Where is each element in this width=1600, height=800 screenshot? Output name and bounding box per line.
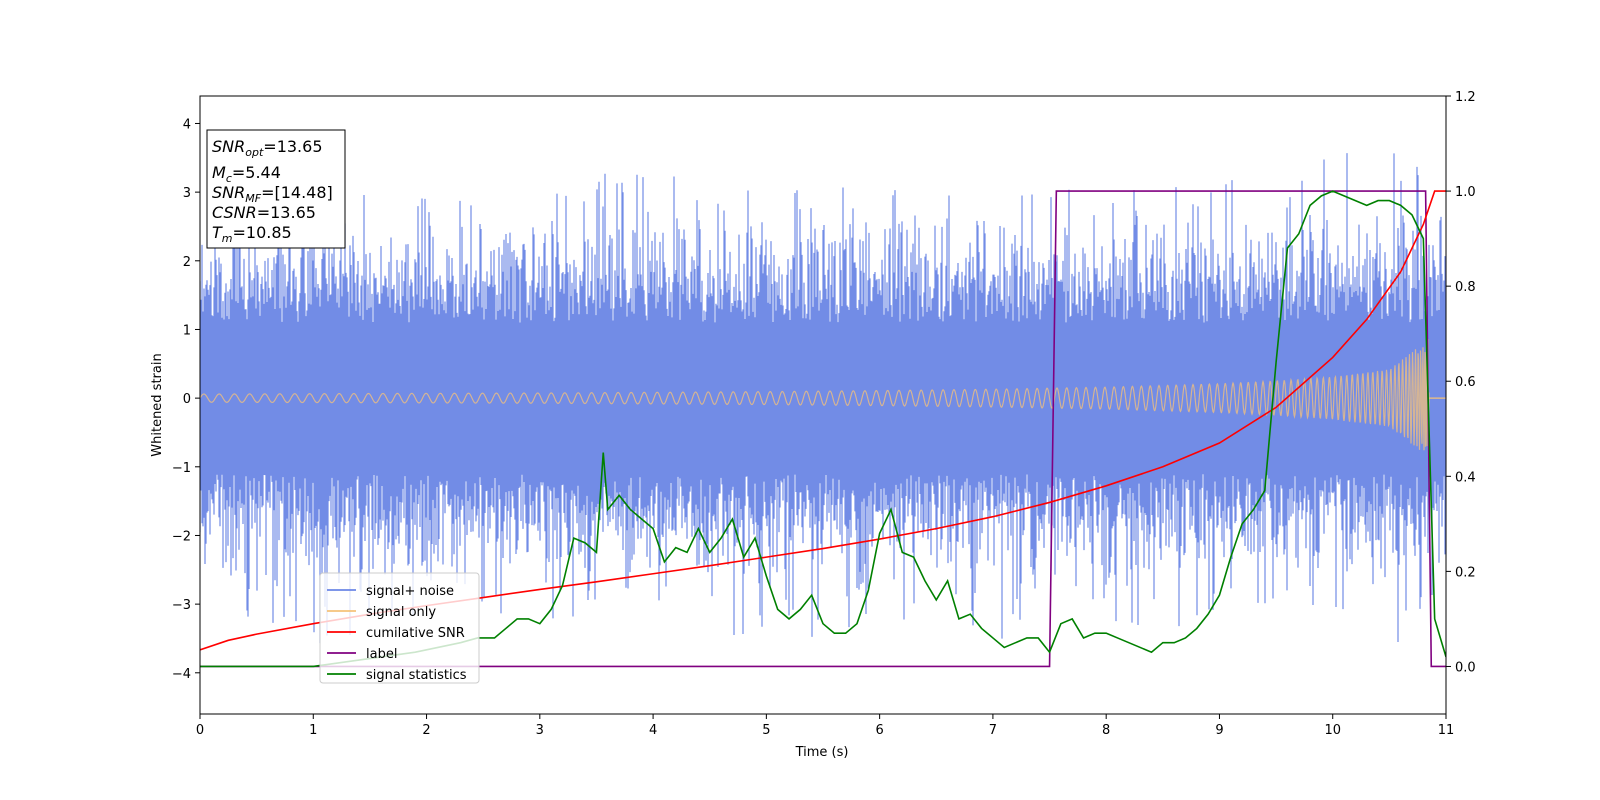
y-tick-label: 3 (183, 186, 191, 201)
annotation-line: SNRMF=[14.48] (212, 183, 333, 205)
signal-only-line (200, 337, 1430, 458)
y-tick-label: 0 (183, 392, 191, 407)
x-tick-label: 1 (309, 723, 317, 738)
y2-tick-label: 1.2 (1455, 90, 1476, 105)
annotation-frame (206, 129, 346, 249)
legend-label: cumilative SNR (366, 626, 465, 641)
label-line (200, 190, 1446, 668)
x-tick-label: 9 (1215, 723, 1223, 738)
legend-label: label (366, 647, 397, 662)
x-tick-label: 3 (536, 723, 544, 738)
x-tick-label: 11 (1438, 723, 1455, 738)
y2-tick-label: 0.8 (1455, 280, 1476, 295)
signal-statistics-line (200, 190, 1446, 668)
legend-label: signal+ noise (366, 584, 454, 599)
y-tick-label: −1 (172, 461, 191, 476)
legend-item: signal only (327, 605, 436, 620)
legend-item: label (327, 647, 397, 662)
x-tick-label: 4 (649, 723, 657, 738)
y2-tick-label: 1.0 (1455, 185, 1476, 200)
legend: signal+ noise signal only cumilative SNR la… (319, 572, 480, 684)
x-axis-label: Time (s) (795, 745, 849, 760)
annotation-line: CSNR=13.65 (212, 203, 316, 222)
y-tick-label: 2 (183, 255, 191, 270)
plot-area (200, 153, 1446, 668)
y2-tick-label: 0.0 (1455, 660, 1476, 675)
annotation-line: Mc=5.44 (212, 163, 281, 185)
x-tick-label: 2 (422, 723, 430, 738)
y2-tick-label: 0.4 (1455, 470, 1476, 485)
plot-frame (199, 95, 1447, 715)
y-tick-label: 4 (183, 117, 191, 132)
y-tick-label: 1 (183, 323, 191, 338)
legend-label: signal only (366, 605, 436, 620)
x-tick-label: 10 (1324, 723, 1341, 738)
annotation-line: SNRopt=13.65 (212, 137, 323, 159)
x-tick-label: 6 (875, 723, 883, 738)
legend-item: cumilative SNR (327, 626, 465, 641)
y-axis-left: −4 −3 −2 −1 0 1 2 3 4 (172, 117, 200, 682)
y-axis-right: 0.0 0.2 0.4 0.6 0.8 1.0 1.2 (1446, 90, 1476, 675)
y-tick-label: −3 (172, 598, 191, 613)
legend-label: signal statistics (366, 668, 467, 683)
x-tick-label: 7 (989, 723, 997, 738)
y-tick-label: −4 (172, 667, 191, 682)
legend-frame (319, 572, 480, 684)
y2-tick-label: 0.2 (1455, 565, 1476, 580)
legend-item: signal+ noise (327, 584, 454, 599)
signal-only-series (200, 337, 1446, 458)
y-tick-label: −2 (172, 529, 191, 544)
y2-tick-label: 0.6 (1455, 375, 1476, 390)
x-tick-label: 8 (1102, 723, 1110, 738)
legend-item: signal statistics (327, 668, 467, 683)
stats-annotation-box: SNRopt=13.65 Mc=5.44SNRMF=[14.48]CSNR=13.… (206, 129, 346, 249)
x-axis: 0 1 2 3 4 5 6 7 8 9 10 11 (196, 714, 1454, 738)
annotation-line: Tm=10.85 (212, 223, 292, 245)
y-axis-label: Whitened strain (150, 353, 165, 456)
x-tick-label: 5 (762, 723, 770, 738)
x-tick-label: 0 (196, 723, 204, 738)
